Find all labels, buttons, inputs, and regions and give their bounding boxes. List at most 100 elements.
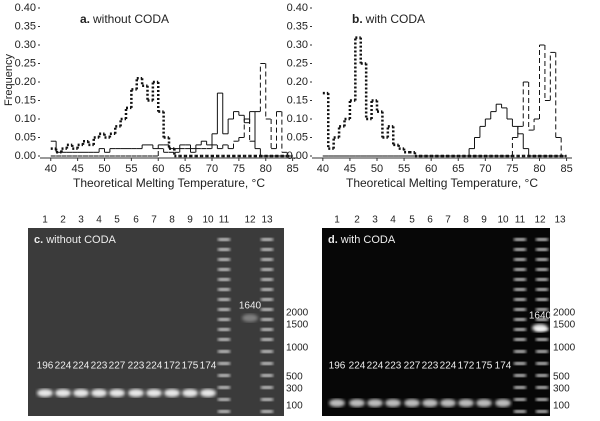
band	[55, 389, 71, 397]
y-tick-label: 0.00	[287, 150, 308, 162]
ladder-band	[514, 258, 526, 261]
product-size: 1640	[239, 301, 262, 312]
x-tick-label: 75	[233, 163, 245, 175]
ladder-size: 300	[553, 384, 570, 395]
band-size: 172	[164, 361, 181, 372]
ladder-band	[514, 374, 526, 377]
product-band	[532, 324, 548, 332]
ladder-size: 500	[553, 372, 570, 383]
x-tick-label: 50	[371, 163, 383, 175]
ladder-band	[261, 248, 273, 251]
band-size: 224	[349, 361, 366, 372]
band-size: 223	[91, 361, 108, 372]
ladder-band	[218, 338, 230, 341]
band-size: 174	[200, 361, 217, 372]
ladder-band	[218, 386, 230, 389]
title-text: without CODA	[92, 12, 169, 26]
lane-number: 8	[169, 215, 175, 226]
x-tick-label: 65	[179, 163, 191, 175]
band	[404, 399, 420, 407]
y-tick-label: 0.00	[15, 150, 36, 162]
ladder-band	[514, 398, 526, 401]
ladder-band	[514, 238, 526, 241]
ladder-band	[514, 318, 526, 321]
ladder-band	[536, 288, 548, 291]
lane-number: 7	[151, 215, 157, 226]
ladder-band	[536, 258, 548, 261]
ladder-band	[261, 410, 273, 413]
band	[128, 389, 144, 397]
y-axis-label: Frequency	[3, 54, 15, 106]
ladder-band	[261, 308, 273, 311]
ladder-band	[514, 386, 526, 389]
ladder-band	[218, 258, 230, 261]
band-size: 175	[476, 361, 493, 372]
ladder-band	[514, 362, 526, 365]
product-band	[242, 314, 258, 322]
ladder-band	[536, 362, 548, 365]
ladder-band	[514, 298, 526, 301]
x-tick-label: 55	[398, 163, 410, 175]
ladder-band	[261, 318, 273, 321]
ladder-band	[218, 350, 230, 353]
panel-letter: b.	[352, 12, 363, 26]
band	[200, 389, 216, 397]
gel-image	[28, 228, 284, 416]
band	[440, 399, 456, 407]
lane-number: 3	[78, 215, 84, 226]
chart-title: b. with CODA	[352, 12, 425, 26]
x-tick-label: 80	[533, 163, 545, 175]
lane-number: 6	[427, 215, 433, 226]
ladder-band	[261, 278, 273, 281]
band	[458, 399, 474, 407]
y-tick-label: 0.05	[15, 131, 36, 143]
band-size: 175	[182, 361, 199, 372]
ladder-band	[514, 338, 526, 341]
ladder-size: 2000	[286, 308, 309, 319]
x-tick-label: 85	[560, 163, 572, 175]
band	[164, 389, 180, 397]
ladder-band	[261, 362, 273, 365]
ladder-band	[514, 268, 526, 271]
ladder-band	[536, 248, 548, 251]
ladder-band	[514, 308, 526, 311]
lane-number: 8	[463, 215, 469, 226]
band-size: 224	[440, 361, 457, 372]
band-size: 227	[109, 361, 126, 372]
chart-title: a. without CODA	[80, 12, 169, 26]
band-size: 223	[422, 361, 439, 372]
ladder-band	[514, 248, 526, 251]
x-tick-label: 45	[72, 163, 84, 175]
x-tick-label: 40	[317, 163, 329, 175]
y-tick-label: 0.20	[15, 76, 36, 88]
lane-number: 11	[219, 215, 230, 226]
ladder-band	[536, 308, 548, 311]
band-size: 223	[128, 361, 145, 372]
x-tick-label: 70	[206, 163, 218, 175]
ladder-band	[536, 398, 548, 401]
band	[495, 399, 511, 407]
lane-number: 11	[515, 215, 526, 226]
lane-number: 10	[497, 215, 509, 226]
lane-number: 9	[187, 215, 193, 226]
lane-number: 10	[202, 215, 214, 226]
y-tick-label: 0.40	[287, 2, 308, 14]
lane-number: 5	[409, 215, 415, 226]
ladder-band	[218, 248, 230, 251]
lane-number: 3	[372, 215, 378, 226]
ladder-band	[514, 410, 526, 413]
y-tick-label: 0.30	[15, 39, 36, 51]
band	[349, 399, 365, 407]
x-tick-label: 60	[152, 163, 164, 175]
ladder-band	[514, 350, 526, 353]
band	[146, 389, 162, 397]
ladder-band	[261, 374, 273, 377]
ladder-band	[218, 362, 230, 365]
ladder-band	[218, 278, 230, 281]
band-size: 223	[385, 361, 402, 372]
band	[37, 389, 53, 397]
x-tick-label: 50	[98, 163, 110, 175]
panel-letter: c.	[34, 234, 43, 246]
ladder-band	[536, 350, 548, 353]
